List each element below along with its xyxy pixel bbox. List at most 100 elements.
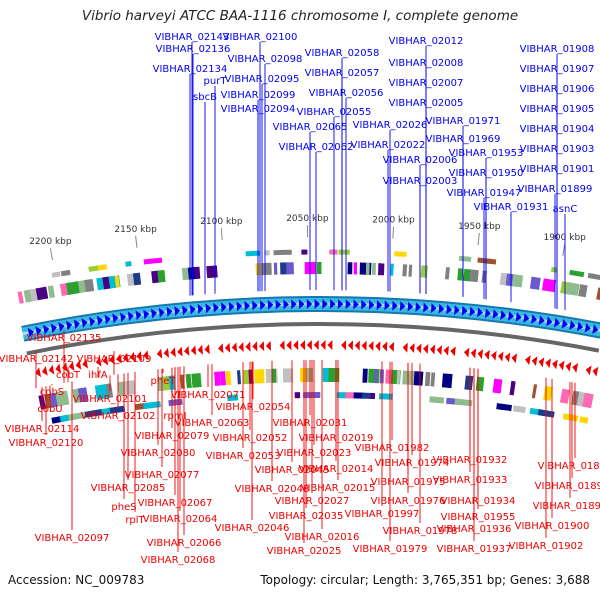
feature-band bbox=[51, 271, 61, 278]
gene-label: VIBHAR_02136 bbox=[156, 44, 231, 55]
reverse-gene-arrow bbox=[484, 349, 490, 360]
feature-band bbox=[509, 380, 516, 396]
gene-label: VIBHAR_02012 bbox=[389, 36, 464, 47]
forward-gene-arrow bbox=[236, 301, 243, 312]
feature-band bbox=[206, 265, 218, 279]
gene-label: VIBHAR_02134 bbox=[153, 64, 228, 75]
forward-gene-arrow bbox=[399, 301, 406, 312]
forward-gene-arrow bbox=[73, 319, 80, 330]
gene-label: VIBHAR_02077 bbox=[125, 470, 200, 481]
gene-label: VIBHAR_02048 bbox=[235, 484, 310, 495]
gene-label: VIBHAR_02035 bbox=[269, 511, 344, 522]
gene-label: VIBHAR_02052 bbox=[213, 433, 288, 444]
gene-label: VIBHAR_02058 bbox=[305, 48, 380, 59]
reverse-gene-arrow bbox=[382, 341, 388, 352]
forward-gene-arrow bbox=[174, 306, 181, 317]
forward-gene-arrow bbox=[569, 320, 576, 330]
gene-label: ihfA bbox=[88, 370, 108, 381]
forward-gene-arrow bbox=[423, 302, 429, 313]
gene-label: VIBHAR_01933 bbox=[433, 475, 508, 486]
reverse-gene-arrow bbox=[231, 342, 237, 353]
gene-label: VIBHAR_02016 bbox=[285, 532, 360, 543]
reverse-gene-arrow bbox=[75, 359, 82, 370]
reverse-gene-arrow bbox=[204, 344, 210, 355]
feature-band bbox=[512, 405, 526, 414]
forward-gene-arrow bbox=[531, 314, 538, 325]
forward-gene-arrow bbox=[384, 300, 390, 311]
forward-gene-arrow bbox=[283, 299, 289, 310]
feature-band bbox=[454, 398, 473, 407]
gene-label: VIBHAR_02066 bbox=[147, 538, 222, 549]
reverse-gene-arrow bbox=[136, 351, 142, 361]
forward-gene-arrow bbox=[221, 302, 227, 313]
gene-label: VIBHAR_02097 bbox=[35, 533, 110, 544]
forward-gene-arrow bbox=[27, 327, 34, 338]
feature-band bbox=[496, 403, 513, 412]
forward-gene-arrow bbox=[120, 312, 127, 323]
gene-label: VIBHAR_02054 bbox=[216, 402, 291, 413]
gene-label: VIBHAR_02014 bbox=[299, 464, 374, 475]
gene-label: VIBHAR_01907 bbox=[520, 64, 595, 75]
gene-label: VIBHAR_01902 bbox=[509, 541, 584, 552]
feature-band bbox=[132, 272, 142, 286]
feature-band bbox=[191, 373, 202, 388]
forward-gene-arrow bbox=[469, 306, 476, 317]
forward-gene-arrow bbox=[507, 310, 514, 321]
gene-label: VIBHAR_02067 bbox=[138, 498, 213, 509]
reverse-gene-arrow bbox=[102, 355, 109, 366]
gene-label: VIBHAR_02027 bbox=[275, 496, 350, 507]
reverse-gene-arrow bbox=[341, 340, 347, 351]
reverse-gene-arrow bbox=[572, 362, 579, 373]
forward-gene-arrow bbox=[143, 309, 150, 320]
feature-band bbox=[486, 258, 492, 264]
gene-label: VIBHAR_01971 bbox=[426, 116, 501, 127]
forward-gene-arrow bbox=[298, 299, 305, 310]
gene-label: VIBHAR_01969 bbox=[426, 134, 501, 145]
forward-gene-arrow bbox=[244, 300, 251, 311]
gene-label: VIBHAR_01900 bbox=[515, 521, 590, 532]
forward-gene-arrow bbox=[314, 299, 320, 310]
gene-label: VIBHAR_01905 bbox=[520, 104, 595, 115]
reverse-gene-arrow bbox=[245, 341, 251, 352]
gene-label: VIBHAR_02099 bbox=[221, 90, 296, 101]
feature-band bbox=[77, 387, 89, 403]
gene-label: VIBHAR_02094 bbox=[221, 104, 296, 115]
forward-strand-features bbox=[27, 299, 600, 338]
reverse-gene-arrow bbox=[409, 343, 415, 354]
feature-band bbox=[60, 269, 71, 277]
forward-gene-arrow bbox=[361, 299, 367, 310]
reverse-gene-arrow bbox=[190, 345, 197, 356]
forward-gene-arrow bbox=[554, 317, 561, 328]
scale-label: 2100 kbp bbox=[200, 217, 243, 227]
feature-band bbox=[578, 284, 588, 298]
feature-band bbox=[143, 257, 163, 265]
forward-gene-arrow bbox=[96, 315, 103, 326]
feature-band bbox=[227, 394, 239, 402]
forward-gene-arrow bbox=[127, 311, 134, 322]
gene-label: VIBHAR_02057 bbox=[305, 68, 380, 79]
feature-band bbox=[123, 380, 136, 396]
reverse-gene-arrow bbox=[163, 347, 170, 358]
reverse-gene-arrow bbox=[470, 348, 477, 359]
reverse-gene-arrow bbox=[592, 366, 599, 377]
feature-band bbox=[529, 276, 541, 290]
feature-band bbox=[550, 266, 558, 273]
forward-gene-arrow bbox=[66, 320, 73, 331]
reverse-gene-arrow bbox=[552, 359, 558, 370]
forward-gene-arrow bbox=[538, 315, 545, 326]
reverse-gene-arrow bbox=[197, 344, 203, 355]
gene-label: VIBHAR_01906 bbox=[520, 84, 595, 95]
gene-label: VIBHAR_02135 bbox=[27, 333, 102, 344]
scale-tick bbox=[220, 228, 223, 241]
gene-label: VIBHAR_01947 bbox=[447, 188, 522, 199]
reverse-gene-arrow bbox=[156, 348, 163, 359]
feature-band bbox=[543, 385, 554, 401]
reverse-gene-arrow bbox=[565, 361, 572, 372]
forward-gene-arrow bbox=[306, 299, 313, 310]
reverse-gene-arrow bbox=[429, 344, 436, 355]
forward-gene-arrow bbox=[561, 318, 568, 329]
forward-gene-arrow bbox=[484, 308, 491, 319]
reverse-gene-arrow bbox=[238, 342, 244, 353]
forward-gene-arrow bbox=[368, 299, 375, 310]
gene-label: VIBHAR_02101 bbox=[73, 394, 148, 405]
